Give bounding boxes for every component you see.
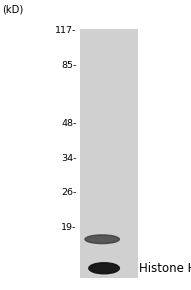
Text: Histone H2AX: Histone H2AX [139,262,191,275]
Text: 85-: 85- [61,61,76,70]
Text: 117-: 117- [55,26,76,35]
Text: 34-: 34- [61,153,76,163]
Text: 19-: 19- [61,223,76,232]
Ellipse shape [89,263,119,274]
Ellipse shape [85,235,119,244]
Text: (kD): (kD) [2,4,23,14]
Text: 48-: 48- [61,119,76,128]
Bar [80,29,138,278]
Text: 26-: 26- [61,188,76,197]
